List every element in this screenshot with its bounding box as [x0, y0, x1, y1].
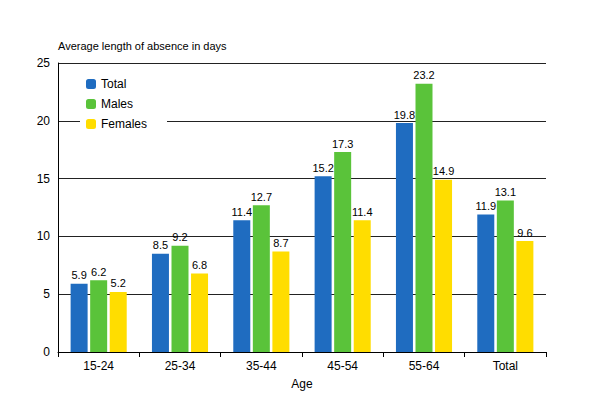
svg-text:17.3: 17.3: [332, 138, 353, 150]
svg-text:11.4: 11.4: [352, 206, 373, 218]
svg-text:Average length of absence in d: Average length of absence in days: [58, 40, 227, 52]
svg-text:14.9: 14.9: [433, 165, 454, 177]
svg-text:15-24: 15-24: [83, 359, 114, 373]
svg-text:9.6: 9.6: [517, 227, 532, 239]
svg-text:5.9: 5.9: [71, 269, 86, 281]
svg-text:15.2: 15.2: [312, 162, 333, 174]
svg-text:55-64: 55-64: [409, 359, 440, 373]
svg-text:11.9: 11.9: [475, 200, 496, 212]
svg-text:10: 10: [37, 229, 51, 243]
svg-text:25: 25: [37, 56, 51, 70]
svg-text:15: 15: [37, 172, 51, 186]
svg-text:11.4: 11.4: [231, 206, 252, 218]
svg-text:13.1: 13.1: [495, 186, 516, 198]
svg-text:25-34: 25-34: [165, 359, 196, 373]
svg-text:6.2: 6.2: [91, 266, 106, 278]
svg-text:23.2: 23.2: [413, 69, 434, 81]
svg-text:Age: Age: [291, 377, 313, 391]
svg-text:Total: Total: [101, 77, 126, 91]
svg-text:8.7: 8.7: [273, 237, 288, 249]
svg-text:20: 20: [37, 114, 51, 128]
svg-text:6.8: 6.8: [192, 259, 207, 271]
svg-text:35-44: 35-44: [246, 359, 277, 373]
svg-text:19.8: 19.8: [394, 109, 415, 121]
svg-text:5.2: 5.2: [111, 277, 126, 289]
svg-text:Males: Males: [101, 97, 133, 111]
svg-text:Total: Total: [493, 359, 518, 373]
svg-text:8.5: 8.5: [153, 239, 168, 251]
svg-text:9.2: 9.2: [172, 231, 187, 243]
svg-text:Females: Females: [101, 117, 147, 131]
svg-text:12.7: 12.7: [251, 191, 272, 203]
svg-text:0: 0: [43, 345, 50, 359]
svg-text:5: 5: [43, 287, 50, 301]
svg-text:45-54: 45-54: [327, 359, 358, 373]
